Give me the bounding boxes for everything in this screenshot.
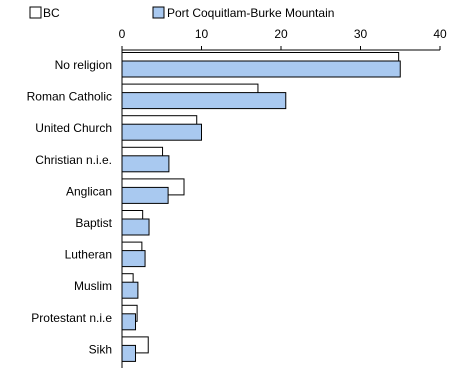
category-label: Baptist <box>75 216 112 230</box>
legend-swatch-bc <box>29 6 42 19</box>
bars <box>121 52 401 362</box>
category-label: Christian n.i.e. <box>35 153 112 167</box>
legend-swatch-port-coquitlam <box>152 6 165 19</box>
bar-port-coquitlam <box>121 155 170 173</box>
bar-port-coquitlam <box>121 186 169 204</box>
bar-port-coquitlam <box>121 218 150 236</box>
x-tick-label: 10 <box>195 27 209 41</box>
bar-port-coquitlam <box>121 123 202 141</box>
bar-port-coquitlam <box>121 344 137 362</box>
category-label: Muslim <box>74 279 112 293</box>
category-label: Roman Catholic <box>27 90 112 104</box>
chart-legend: BC Port Coquitlam-Burke Mountain <box>29 6 334 20</box>
category-label: Protestant n.i.e <box>31 311 112 325</box>
bar-port-coquitlam <box>121 281 139 299</box>
bar-port-coquitlam <box>121 313 137 331</box>
bar-port-coquitlam <box>121 92 287 110</box>
x-tick-label: 20 <box>274 27 288 41</box>
category-labels: No religion Roman Catholic United Church Ch… <box>27 58 113 356</box>
category-label: Sikh <box>89 342 112 356</box>
legend-label-port-coquitlam: Port Coquitlam-Burke Mountain <box>167 6 334 20</box>
category-label: Lutheran <box>65 248 112 262</box>
category-label: United Church <box>35 121 112 135</box>
legend-label-bc: BC <box>43 6 60 20</box>
bar-port-coquitlam <box>121 60 401 78</box>
category-label: Anglican <box>66 184 112 198</box>
x-tick-label: 30 <box>354 27 368 41</box>
bar-port-coquitlam <box>121 250 146 268</box>
x-tick-label: 40 <box>433 27 447 41</box>
x-tick-label: 0 <box>119 27 126 41</box>
category-label: No religion <box>55 58 112 72</box>
